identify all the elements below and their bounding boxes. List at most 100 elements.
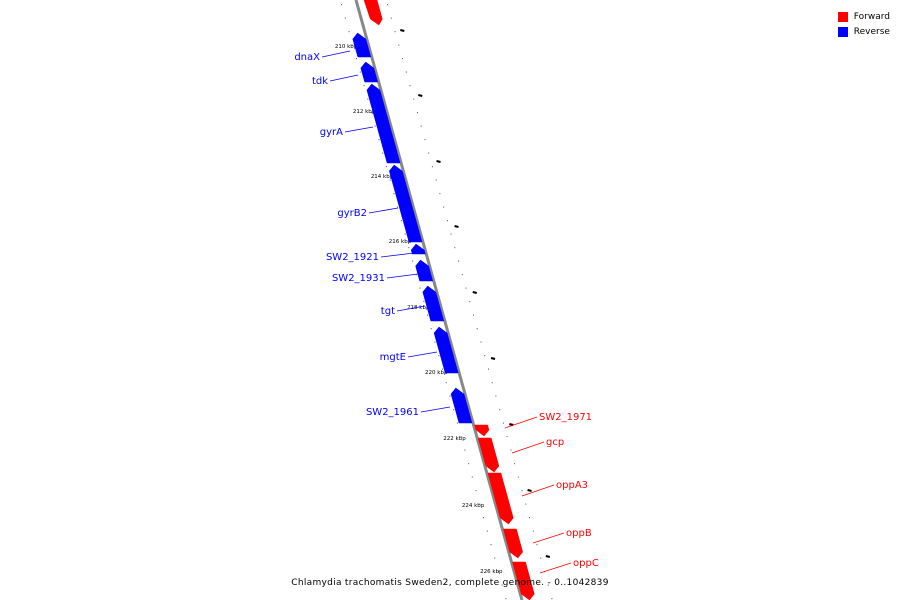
tick-dot [417, 112, 418, 114]
tick-dot [409, 85, 411, 87]
gene-label-oppB[interactable]: oppB [566, 528, 592, 539]
tick-dot [359, 71, 361, 73]
gene-block-tdk[interactable] [360, 61, 379, 83]
tick-dot [506, 436, 508, 438]
gene-leader-line [539, 562, 572, 574]
tick-dot [394, 31, 396, 33]
gene-block-tgt[interactable] [422, 285, 445, 322]
tick-dot [484, 355, 486, 357]
gene-block-partial[interactable] [363, 0, 383, 26]
tick-dot [536, 544, 538, 546]
tick-dot [438, 355, 440, 357]
gene-block-oppA3[interactable] [487, 472, 514, 525]
tick-dot [501, 584, 503, 586]
tick-dot [475, 490, 477, 492]
tick-label: 222 kbp [443, 436, 466, 442]
gene-label-dnaX[interactable]: dnaX [294, 52, 320, 63]
gene-label-mgtE[interactable]: mgtE [380, 352, 406, 363]
tick-dot [404, 233, 406, 235]
tick-dot [393, 193, 395, 195]
tick-dot [412, 260, 414, 262]
tick-dot [341, 4, 343, 6]
tick-dot [352, 44, 354, 46]
tick-dot [402, 58, 403, 60]
gene-label-tgt[interactable]: tgt [381, 306, 395, 317]
gene-label-oppA3[interactable]: oppA3 [556, 480, 588, 491]
tick-dot [514, 463, 516, 465]
gene-block-mgtE[interactable] [433, 326, 459, 374]
legend-forward-label: Forward [853, 11, 890, 22]
gene-label-gyrA[interactable]: gyrA [320, 127, 343, 138]
tick-dot [371, 112, 372, 114]
tick-dot [446, 220, 448, 222]
gene-block-SW2_1931[interactable] [415, 259, 434, 282]
gene-label-SW2_1961[interactable]: SW2_1961 [366, 407, 419, 418]
tick-dot [420, 125, 422, 127]
tick-dot [405, 71, 407, 73]
tick-dot [408, 247, 410, 249]
tick-dot [367, 98, 369, 100]
tick-dot [431, 166, 433, 168]
gene-block-dnaX[interactable] [352, 32, 372, 58]
tick-dot [398, 44, 400, 46]
tick-dot [397, 206, 399, 208]
tick-dot [456, 422, 458, 424]
gene-leader-line [329, 74, 359, 82]
gene-block-SW2_1921[interactable] [410, 243, 426, 255]
tick-dot [382, 152, 384, 154]
tick-dot [521, 490, 523, 492]
gene-label-tdk[interactable]: tdk [312, 76, 328, 87]
tick-dot [491, 382, 493, 384]
tick-dot [476, 328, 478, 330]
gene-label-SW2_1921[interactable]: SW2_1921 [326, 252, 379, 263]
major-tick [472, 291, 478, 294]
tick-label: 224 kbp [462, 503, 485, 509]
gene-block-gcp[interactable] [477, 437, 500, 473]
tick-dot [465, 287, 467, 289]
tick-dot [419, 287, 421, 289]
tick-dot [424, 139, 426, 141]
tick-dot [464, 449, 466, 451]
major-tick [454, 225, 459, 228]
tick-dot [494, 557, 496, 559]
major-tick [545, 555, 551, 558]
tick-dot [532, 530, 534, 532]
major-tick [490, 357, 496, 360]
tick-label: 220 kbp [425, 370, 448, 376]
tick-dot [468, 463, 470, 465]
tick-dot [473, 314, 474, 316]
tick-dot [390, 17, 392, 19]
gene-block-gyrA[interactable] [366, 83, 401, 164]
gene-label-SW2_1971[interactable]: SW2_1971 [539, 412, 592, 423]
tick-dot [453, 409, 455, 411]
tick-dot [517, 476, 519, 478]
gene-label-SW2_1931[interactable]: SW2_1931 [332, 273, 385, 284]
tick-dot [413, 98, 415, 100]
major-tick [527, 489, 532, 492]
major-tick [436, 160, 441, 163]
gene-block-oppB[interactable] [503, 528, 523, 559]
tick-dot [430, 328, 432, 330]
tick-label: 226 kbp [480, 569, 503, 575]
legend-forward: Forward [837, 9, 890, 24]
gene-label-oppC[interactable]: oppC [573, 558, 599, 569]
scale-ticks: 210 kbp 212 kbp 214 kbp 216 kbp 218 kbp 220 k… [335, 29, 551, 575]
tick-dot [450, 233, 452, 235]
gene-leader-line [368, 207, 399, 214]
tick-dot [389, 179, 391, 181]
tick-dot [385, 166, 387, 168]
tick-dot [486, 530, 488, 532]
gene-block-oppC[interactable] [512, 561, 535, 600]
gene-label-gcp[interactable]: gcp [546, 437, 564, 448]
gene-label-gyrB2[interactable]: gyrB2 [337, 208, 367, 219]
tick-dot [495, 395, 497, 397]
tick-dot [490, 544, 492, 546]
tick-label: 216 kbp [389, 239, 412, 245]
tick-dot [445, 382, 447, 384]
gene-block-SW2_1971[interactable] [474, 424, 490, 437]
gene-block-SW2_1961[interactable] [450, 387, 473, 424]
gene-block-gyrB2[interactable] [389, 164, 423, 243]
tick-dot [460, 436, 462, 438]
tick-dot [498, 571, 499, 573]
